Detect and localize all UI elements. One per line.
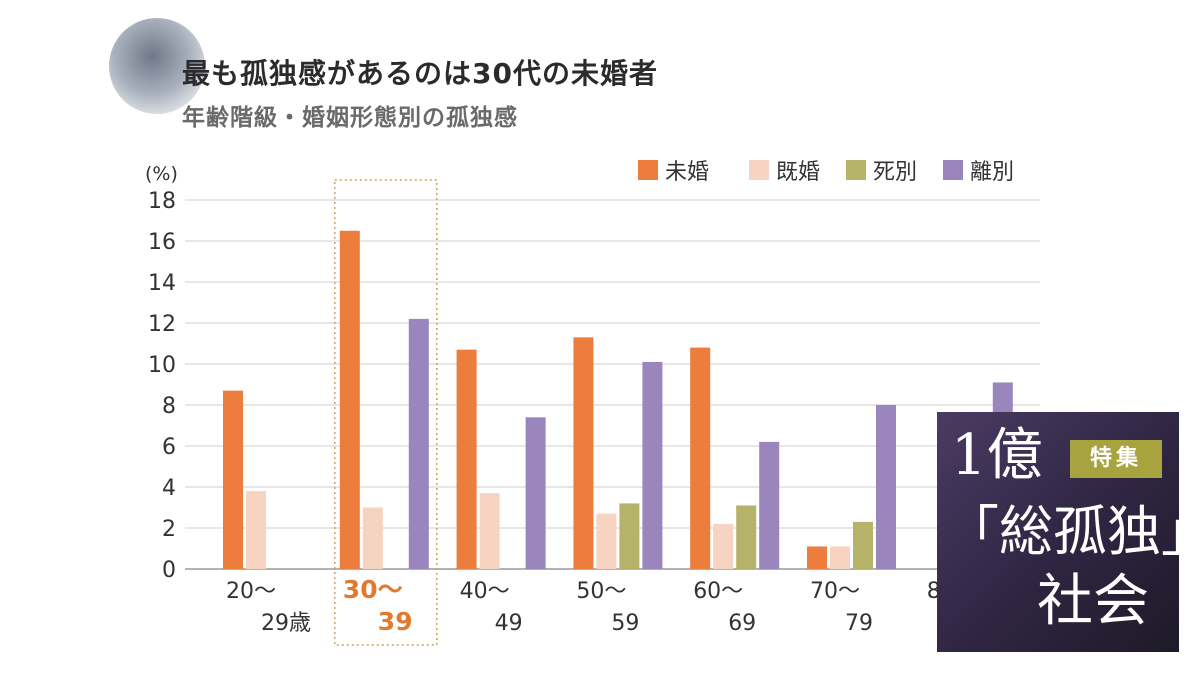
x-tick-label: 29歳	[261, 611, 311, 636]
chart-subtitle: 年齢階級・婚姻形態別の孤独感	[182, 105, 518, 131]
bar-unmarried	[573, 337, 594, 569]
decorative-orb	[109, 18, 205, 114]
bar-widowed	[853, 521, 873, 569]
legend-swatch-divorced	[943, 160, 963, 180]
y-tick-label: 12	[148, 312, 176, 337]
badge-main-title: 「総孤独」	[945, 500, 1200, 563]
bar-married	[713, 523, 734, 569]
bar-divorced	[759, 441, 780, 569]
bar-unmarried	[223, 390, 243, 569]
bar-divorced	[525, 417, 546, 569]
bar-unmarried	[807, 546, 827, 569]
y-tick-label: 2	[162, 517, 176, 542]
feature-badge: 1億 特集 「総孤独」 社会	[937, 412, 1200, 652]
bar-unmarried	[339, 230, 360, 569]
bar-married	[479, 493, 500, 569]
grid-layer	[185, 179, 1040, 646]
bar-married	[596, 513, 617, 569]
legend-label-divorced: 離別	[970, 160, 1014, 185]
y-tick-label: 14	[148, 271, 176, 296]
y-tick-label: 8	[162, 394, 176, 419]
x-tick-label: 39	[378, 607, 413, 636]
x-tick-label: 59	[611, 611, 639, 636]
chart-legend: 未婚 既婚 死別 離別	[638, 160, 1014, 185]
bar-married	[830, 546, 850, 569]
legend-label-married: 既婚	[776, 160, 820, 185]
highlight-frame	[334, 179, 438, 646]
y-tick-label: 18	[148, 189, 176, 214]
legend-swatch-married	[749, 160, 769, 180]
x-tick-label: 49	[495, 611, 523, 636]
bar-unmarried	[690, 347, 711, 569]
x-tick-label: 79	[845, 611, 873, 636]
badge-number: 1億	[951, 423, 1043, 488]
bar-layer	[223, 230, 1013, 569]
bar-divorced	[642, 361, 663, 569]
legend-label-unmarried: 未婚	[665, 160, 709, 185]
x-tick-label: 20～	[226, 579, 276, 604]
x-tick-label: 30～	[343, 575, 403, 604]
badge-tag: 特集	[1070, 440, 1162, 478]
legend-swatch-unmarried	[638, 160, 658, 180]
label-layer: 0 2 4 6 8 10 12 14 16 18 (%) 20～ 29歳 30～ 39 40～ 49 50～ 59 6…	[145, 163, 1006, 636]
badge-sub-title: 社会	[1037, 569, 1149, 634]
bar-divorced	[408, 318, 429, 569]
x-tick-label: 70～	[810, 579, 860, 604]
x-tick-label: 69	[728, 611, 756, 636]
bar-divorced	[876, 405, 896, 569]
y-tick-label: 4	[162, 476, 176, 501]
bar-widowed	[619, 503, 640, 569]
legend-label-widowed: 死別	[873, 160, 917, 185]
y-axis-unit: (%)	[145, 163, 178, 185]
bar-unmarried	[456, 349, 477, 569]
legend-swatch-widowed	[846, 160, 866, 180]
bar-married	[246, 491, 266, 569]
y-tick-label: 0	[162, 558, 176, 583]
x-tick-label: 40～	[460, 579, 510, 604]
bar-widowed	[736, 505, 757, 569]
x-tick-label: 60～	[693, 579, 743, 604]
x-tick-label: 50～	[576, 579, 626, 604]
bar-married	[362, 507, 383, 569]
y-tick-label: 10	[148, 353, 176, 378]
chart-title: 最も孤独感があるのは30代の未婚者	[182, 57, 658, 90]
y-tick-label: 6	[162, 435, 176, 460]
y-tick-label: 16	[148, 230, 176, 255]
